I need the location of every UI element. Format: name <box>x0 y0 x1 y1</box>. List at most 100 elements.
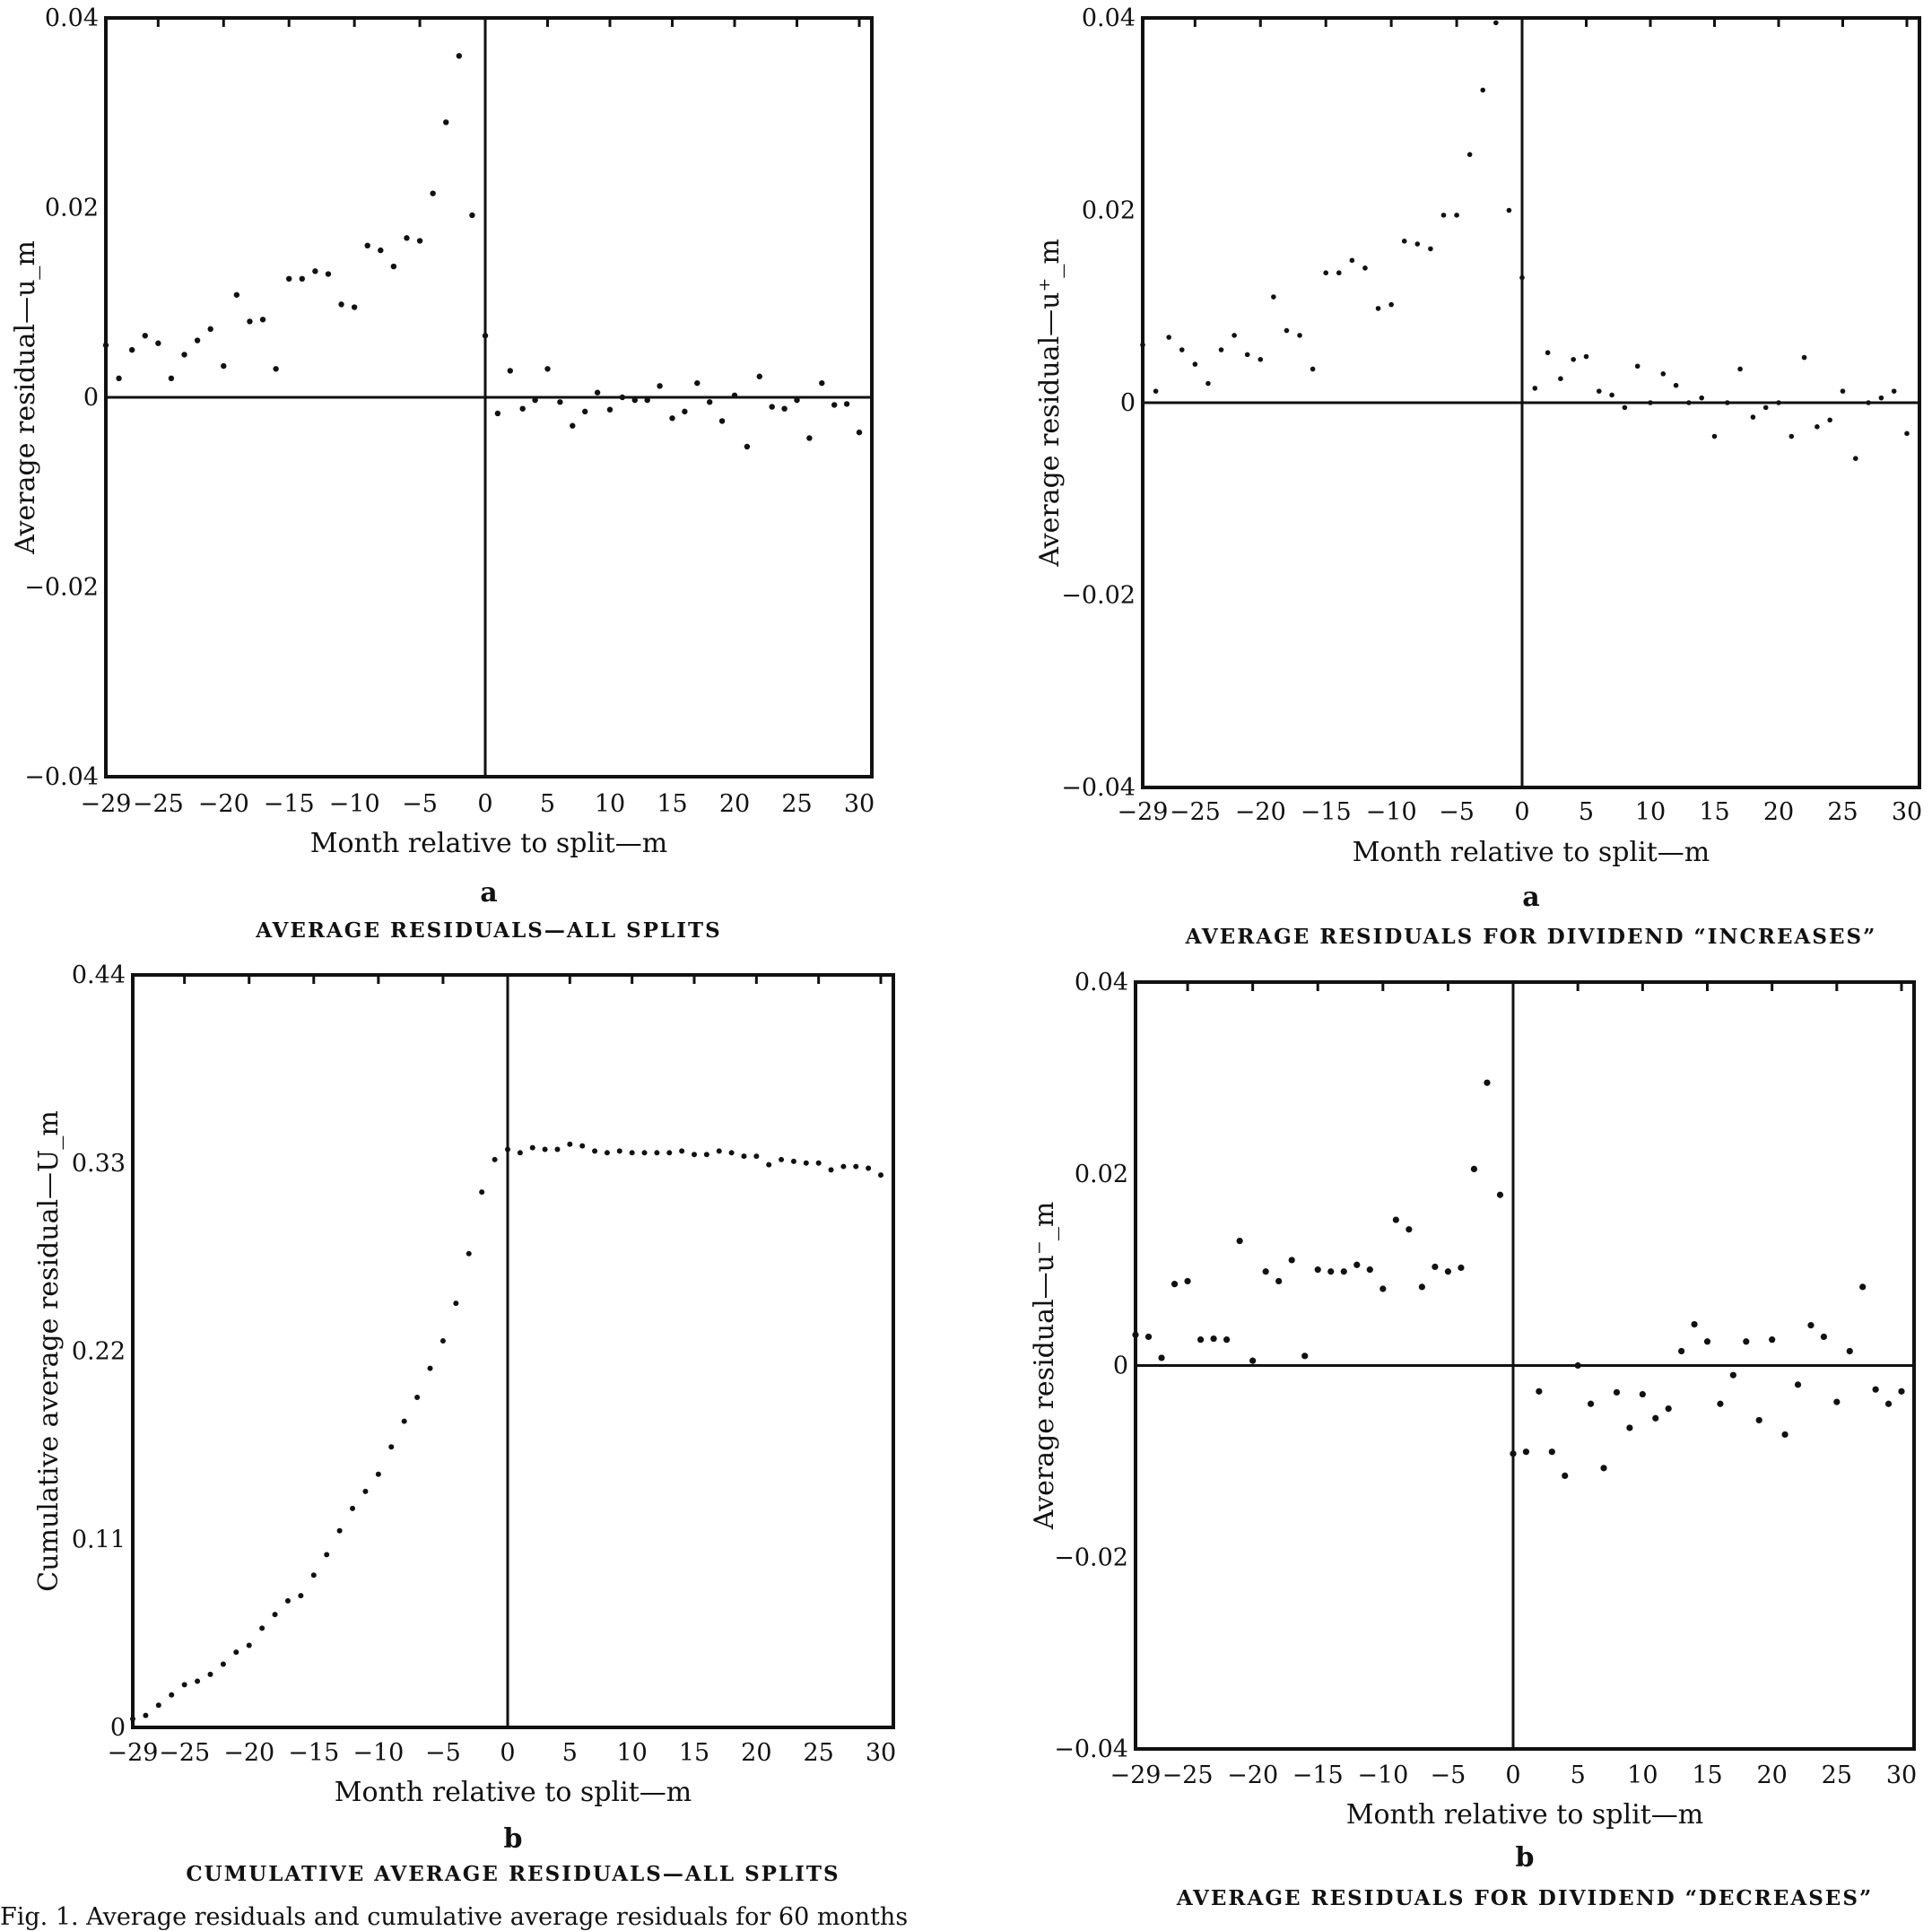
y-tick-label: 0 <box>1113 1353 1128 1380</box>
data-point <box>143 1712 149 1718</box>
data-point <box>794 396 800 404</box>
x-tick-label: 10 <box>1627 1761 1658 1789</box>
y-tick-label: 0.04 <box>1082 4 1136 32</box>
data-point <box>1210 1335 1217 1343</box>
data-point <box>1711 433 1718 439</box>
data-point <box>233 1649 239 1656</box>
panel-title: CUMULATIVE AVERAGE RESIDUALS—ALL SPLITS <box>186 1862 840 1886</box>
data-point <box>843 401 850 407</box>
data-point <box>840 1163 847 1170</box>
x-tick-label: 15 <box>1699 798 1729 826</box>
y-tick-label: −0.02 <box>1061 582 1136 610</box>
panel-average-residuals-all-splits: −29 −25 −20 −15 −10 −5 0 5 10 15 20 25 30 0.04 0.02 0 −0… <box>10 4 875 943</box>
x-axis-label: Month relative to split—m <box>335 1777 692 1808</box>
x-tick-label: −5 <box>1439 798 1475 826</box>
data-point <box>181 352 187 358</box>
data-point <box>728 1150 735 1156</box>
data-point <box>1750 414 1756 420</box>
data-point <box>779 1156 785 1162</box>
data-point <box>731 392 738 399</box>
data-point <box>1493 20 1499 26</box>
data-point <box>1297 333 1302 338</box>
data-point <box>362 1488 369 1494</box>
x-tick-label: 20 <box>1763 798 1794 826</box>
data-point <box>815 1160 822 1166</box>
data-point <box>1725 400 1730 405</box>
y-axis-label: Average residual—u_m <box>10 240 41 555</box>
data-point <box>194 337 201 344</box>
data-point <box>1158 1354 1165 1361</box>
data-point <box>1236 1237 1243 1245</box>
data-point <box>1652 1414 1659 1422</box>
data-point <box>155 1702 161 1709</box>
data-point <box>1717 1400 1724 1407</box>
data-point <box>494 410 501 417</box>
data-point <box>1414 241 1421 247</box>
data-point <box>443 119 449 126</box>
x-tick-label: 5 <box>1579 798 1594 826</box>
x-axis-label: Month relative to split—m <box>310 828 667 859</box>
data-point <box>1548 1448 1555 1456</box>
data-point <box>1444 1268 1452 1275</box>
data-point <box>1231 333 1237 338</box>
data-point <box>831 402 838 408</box>
data-point <box>1428 246 1433 252</box>
data-point <box>806 435 813 441</box>
data-point <box>1323 270 1329 276</box>
data-point <box>718 418 726 424</box>
data-point <box>1769 1336 1776 1344</box>
data-point <box>272 1612 278 1618</box>
data-point <box>604 1150 610 1156</box>
data-point <box>1583 353 1589 360</box>
panel-letter: a <box>480 877 497 909</box>
data-point <box>669 415 675 422</box>
data-point <box>557 399 563 405</box>
data-point <box>207 326 213 333</box>
data-point <box>654 1150 660 1156</box>
data-point <box>155 340 161 346</box>
data-point <box>629 1150 635 1156</box>
data-point <box>1484 1079 1491 1086</box>
data-point <box>220 1661 226 1667</box>
data-point <box>1271 294 1276 300</box>
data-point <box>694 379 701 387</box>
data-point <box>350 1505 356 1511</box>
plot-frame <box>131 973 895 1729</box>
panel-title: AVERAGE RESIDUALS FOR DIVIDEND “DECREASE… <box>1176 1886 1873 1910</box>
data-point <box>1648 400 1653 405</box>
x-tick-label: 10 <box>595 790 625 818</box>
data-point <box>401 1418 407 1424</box>
y-tick-label: 0.04 <box>45 4 99 32</box>
data-point <box>378 247 384 254</box>
data-point <box>1310 366 1316 372</box>
data-point <box>1401 239 1407 244</box>
data-point <box>1480 87 1486 93</box>
data-point <box>744 443 751 450</box>
data-point <box>1737 366 1743 372</box>
data-point <box>769 404 775 410</box>
data-point <box>1807 1322 1815 1329</box>
data-point <box>1418 1283 1425 1291</box>
data-point <box>351 304 358 310</box>
x-tick-label: −29 <box>81 790 132 818</box>
data-point <box>819 379 825 387</box>
data-point <box>619 394 626 401</box>
panel-letter: b <box>1516 1842 1535 1874</box>
x-tick-label: 30 <box>844 790 875 818</box>
data-point <box>644 396 650 404</box>
data-point <box>1519 274 1525 281</box>
data-point <box>492 1156 498 1162</box>
data-point <box>1432 1263 1439 1271</box>
panel-average-residuals-dividend-decreases: −29 −25 −20 −15 −10 −5 0 5 10 15 20 25 30 0.04 0.02 0 −0… <box>1029 969 1917 1910</box>
panel-title: AVERAGE RESIDUALS FOR DIVIDEND “INCREASE… <box>1185 925 1877 949</box>
x-tick-label: 20 <box>1756 1761 1787 1789</box>
x-tick-label: 0 <box>1505 1761 1520 1789</box>
x-tick-label: 10 <box>1635 798 1666 826</box>
data-point <box>439 1338 446 1344</box>
data-point <box>1815 424 1820 430</box>
data-point <box>1275 1277 1283 1285</box>
data-point <box>404 235 410 241</box>
data-point <box>1366 1266 1373 1274</box>
x-tick-label: −20 <box>223 1739 274 1767</box>
data-point <box>1859 1283 1867 1291</box>
